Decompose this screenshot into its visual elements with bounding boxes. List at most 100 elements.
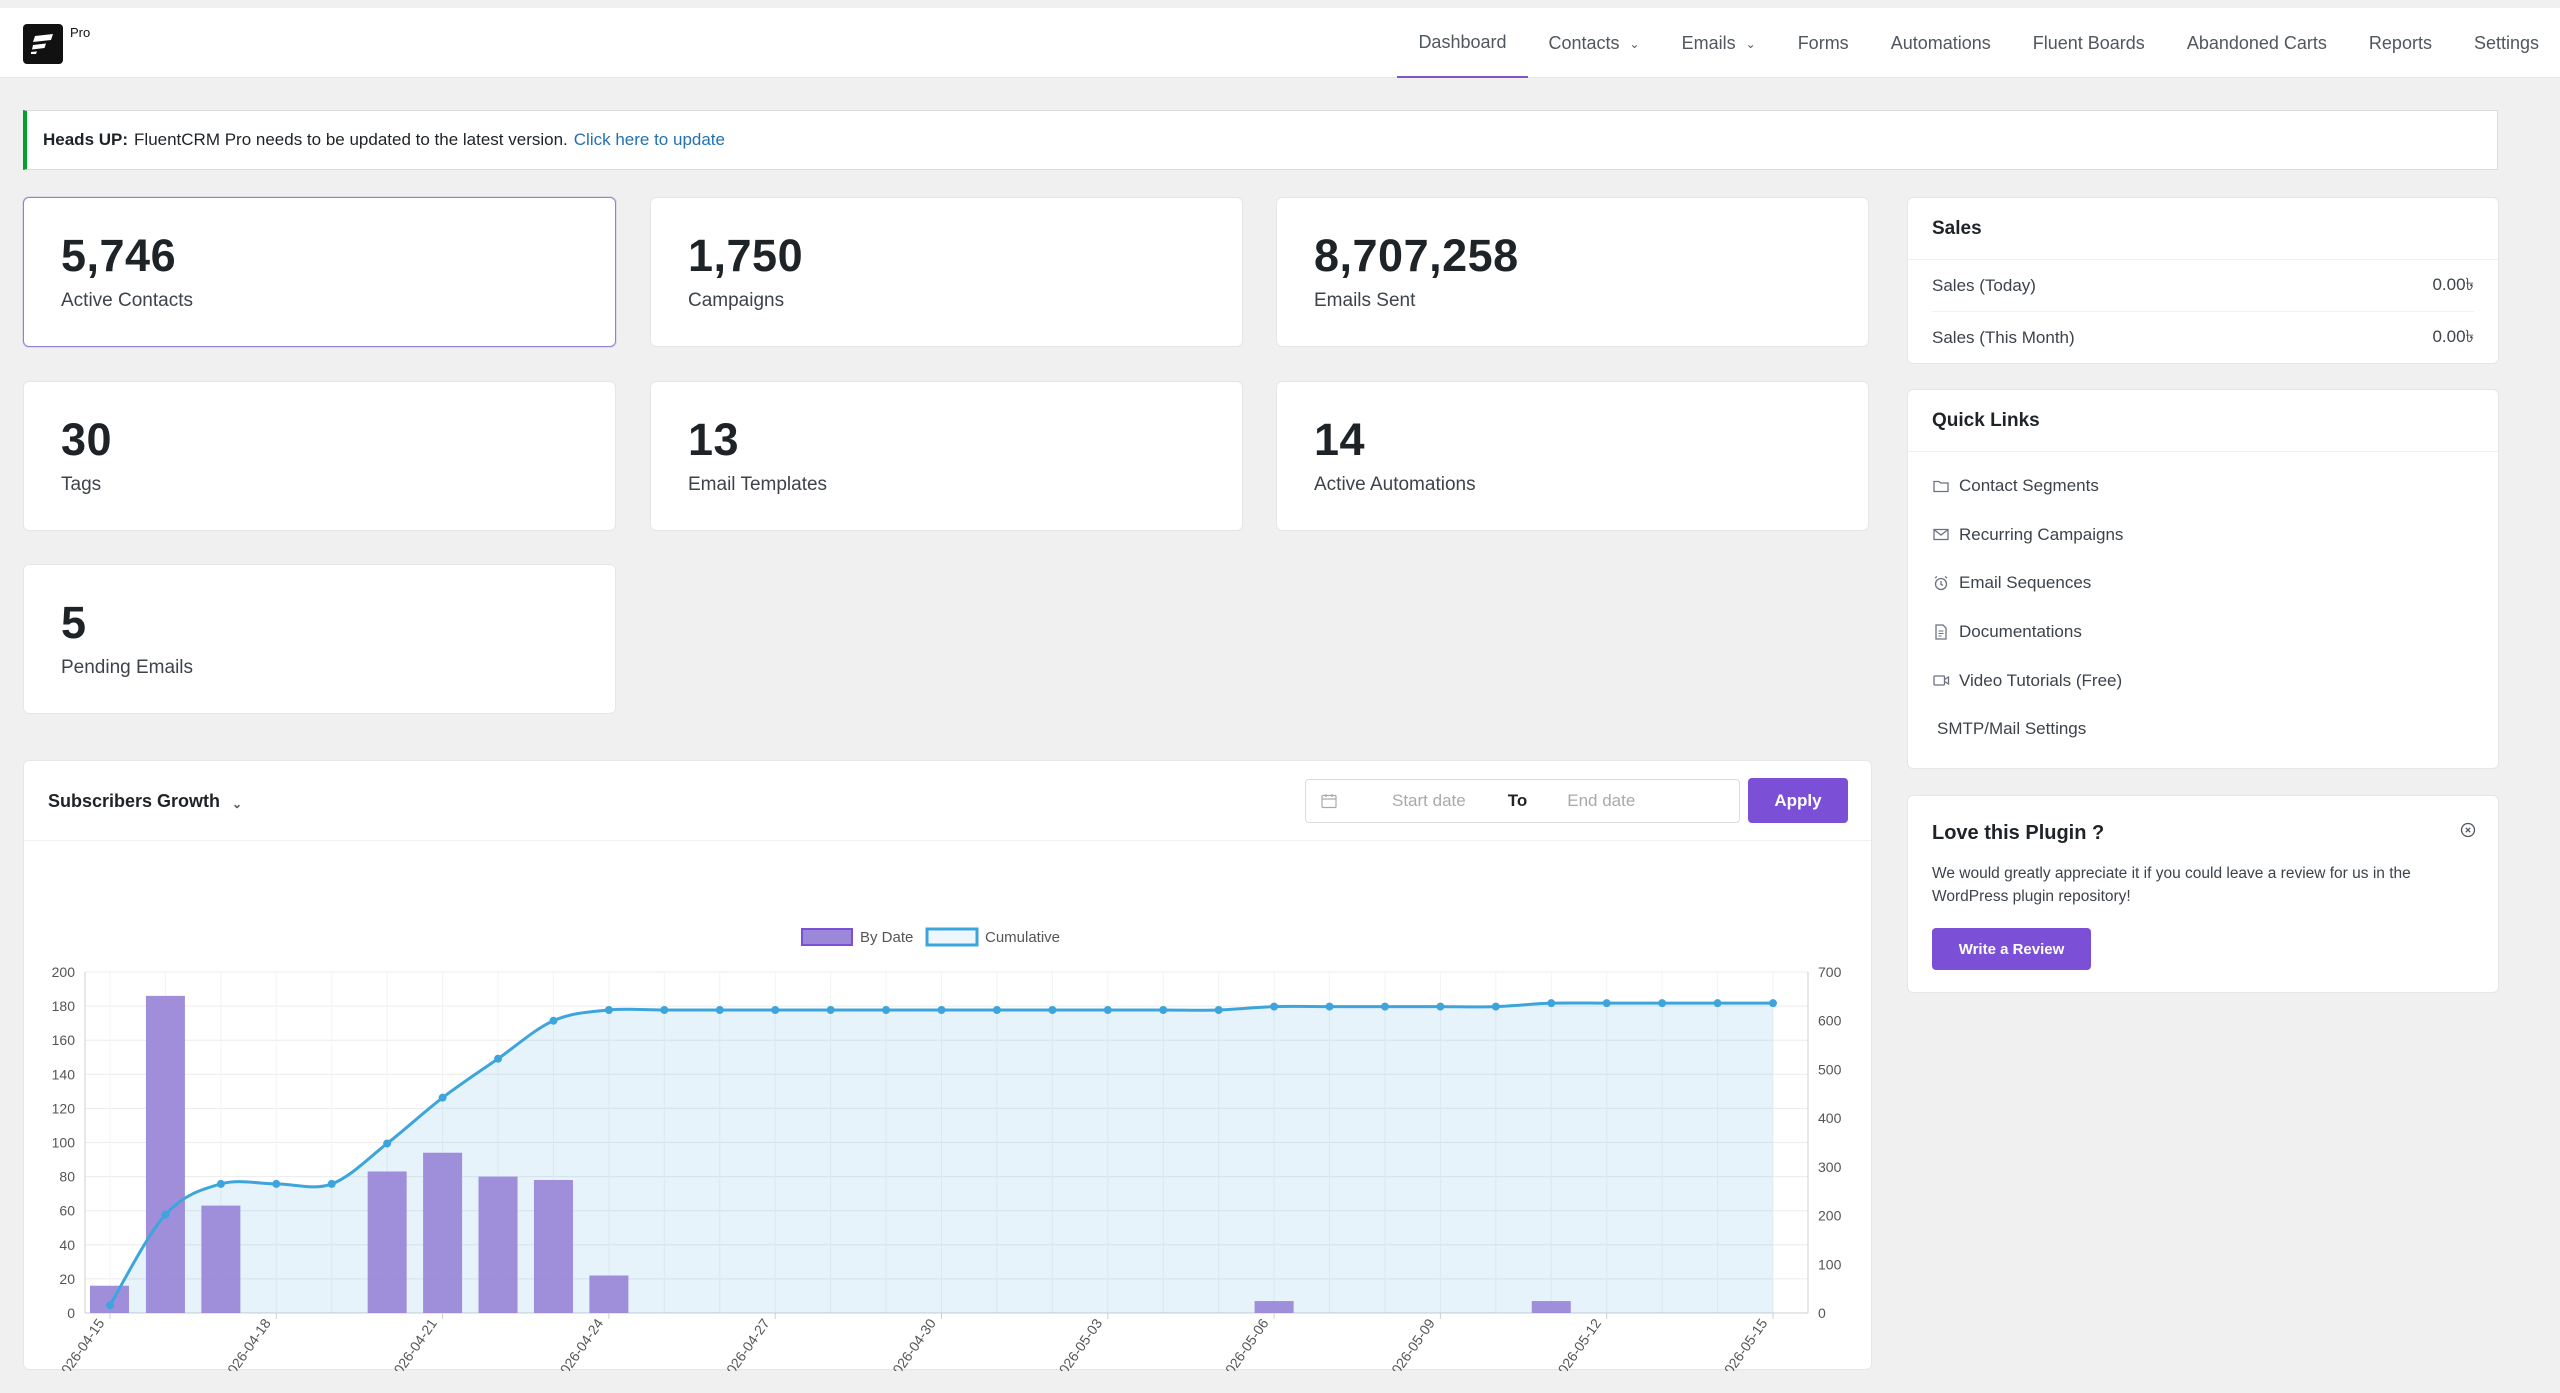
fluentcrm-logo[interactable] — [23, 24, 63, 64]
subscribers-growth-card: Subscribers Growth ⌄ Start date To End da… — [23, 760, 1872, 1371]
x-axis-tick-label: 2026-05-12 — [1550, 1315, 1604, 1371]
nav-item-label: Settings — [2473, 32, 2539, 53]
quick-link-label: Documentations — [1959, 622, 2082, 642]
nav-item-label: Dashboard — [1418, 31, 1507, 52]
nav-item-abandoned-carts[interactable]: Abandoned Carts — [2166, 8, 2348, 78]
quick-links-panel: Quick Links Contact Segments Recurring C… — [1907, 389, 2499, 769]
quick-link-recurring-campaigns[interactable]: Recurring Campaigns — [1908, 511, 2498, 560]
stat-card-campaigns[interactable]: 1,750 Campaigns — [650, 197, 1243, 347]
quick-link-smtp-settings[interactable]: SMTP/Mail Settings — [1908, 705, 2498, 754]
nav-item-label: Contacts — [1548, 32, 1620, 53]
video-icon — [1932, 672, 1950, 690]
legend-label-cumulative: Cumulative — [985, 929, 1060, 946]
cumulative-point — [604, 1005, 613, 1014]
quick-link-email-sequences[interactable]: Email Sequences — [1908, 559, 2498, 608]
sales-label: Sales (This Month) — [1932, 328, 2075, 347]
cumulative-point — [1491, 1002, 1500, 1011]
x-axis-tick-label: 2026-04-24 — [552, 1315, 606, 1371]
dismiss-icon[interactable] — [2460, 822, 2476, 838]
review-title: Love this Plugin ? — [1932, 822, 2105, 844]
legend-swatch-by-date — [801, 928, 853, 946]
nav-item-label: Abandoned Carts — [2186, 32, 2327, 53]
cumulative-point — [937, 1005, 946, 1014]
cumulative-point — [1713, 999, 1722, 1008]
stat-label: Active Contacts — [61, 290, 193, 311]
sales-label: Sales (Today) — [1932, 275, 2036, 295]
nav-item-fluent-boards[interactable]: Fluent Boards — [2012, 8, 2166, 78]
quick-link-label: Email Sequences — [1959, 573, 2092, 593]
chart-title-dropdown[interactable]: Subscribers Growth ⌄ — [48, 791, 242, 812]
sales-row-month: Sales (This Month) 0.00৳ — [1932, 312, 2474, 364]
by-date-bar — [1254, 1301, 1294, 1313]
x-axis-tick-label: 2026-04-27 — [718, 1315, 772, 1371]
cumulative-point — [1658, 999, 1667, 1008]
left-axis-tick-label: 140 — [52, 1066, 76, 1082]
cumulative-point — [882, 1005, 891, 1014]
cumulative-point — [327, 1179, 336, 1188]
left-axis-tick-label: 60 — [59, 1203, 75, 1219]
quick-link-label: Recurring Campaigns — [1959, 524, 2124, 544]
sales-row-today: Sales (Today) 0.00৳ — [1932, 260, 2474, 312]
stat-card-email-templates[interactable]: 13 Email Templates — [650, 381, 1243, 531]
cumulative-point — [1602, 999, 1611, 1008]
left-axis-tick-label: 160 — [52, 1032, 76, 1048]
stat-card-active-contacts[interactable]: 5,746 Active Contacts — [23, 197, 616, 347]
x-axis-tick-label: 2026-05-15 — [1716, 1315, 1770, 1371]
date-range-picker[interactable]: Start date To End date — [1305, 779, 1740, 823]
left-axis-tick-label: 80 — [59, 1169, 75, 1185]
chevron-down-icon: ⌄ — [1629, 37, 1640, 51]
x-axis-tick-label: 2026-04-15 — [53, 1315, 107, 1371]
right-axis-tick-label: 500 — [1818, 1061, 1842, 1077]
nav-item-contacts[interactable]: Contacts ⌄ — [1528, 8, 1661, 78]
cumulative-point — [549, 1016, 558, 1025]
x-axis-tick-label: 2026-05-03 — [1051, 1315, 1105, 1371]
cumulative-point — [771, 1005, 780, 1014]
stat-card-emails-sent[interactable]: 8,707,258 Emails Sent — [1276, 197, 1869, 347]
nav-item-settings[interactable]: Settings — [2453, 8, 2560, 78]
nav-item-label: Reports — [2368, 32, 2432, 53]
quick-link-label: Contact Segments — [1959, 476, 2099, 496]
cumulative-point — [272, 1179, 281, 1188]
quick-link-label: SMTP/Mail Settings — [1937, 719, 2087, 739]
apply-button[interactable]: Apply — [1748, 778, 1848, 823]
nav-item-emails[interactable]: Emails ⌄ — [1661, 8, 1777, 78]
nav-item-automations[interactable]: Automations — [1870, 8, 2012, 78]
cumulative-point — [216, 1179, 225, 1188]
right-axis-tick-label: 100 — [1818, 1256, 1842, 1272]
stat-value: 14 — [1314, 414, 1366, 465]
end-date-input[interactable]: End date — [1567, 791, 1636, 810]
nav-item-dashboard[interactable]: Dashboard — [1397, 8, 1528, 78]
stat-card-pending-emails[interactable]: 5 Pending Emails — [23, 564, 616, 714]
start-date-input[interactable]: Start date — [1392, 791, 1466, 810]
legend-label-by-date: By Date — [860, 929, 913, 946]
left-axis-tick-label: 120 — [52, 1100, 76, 1116]
notice-heading: Heads UP: — [43, 130, 129, 149]
stat-card-active-automations[interactable]: 14 Active Automations — [1276, 381, 1869, 531]
stat-value: 1,750 — [688, 230, 804, 281]
stat-card-tags[interactable]: 30 Tags — [23, 381, 616, 531]
quick-link-video-tutorials[interactable]: Video Tutorials (Free) — [1908, 656, 2498, 705]
write-review-button[interactable]: Write a Review — [1932, 928, 2091, 970]
quick-link-contact-segments[interactable]: Contact Segments — [1908, 462, 2498, 511]
right-axis-tick-label: 0 — [1818, 1305, 1826, 1321]
cumulative-point — [1159, 1005, 1168, 1014]
nav-item-reports[interactable]: Reports — [2348, 8, 2453, 78]
sales-value: 0.00৳ — [2432, 327, 2474, 346]
by-date-bar — [1531, 1301, 1571, 1313]
cumulative-point — [494, 1054, 503, 1063]
quick-link-documentations[interactable]: Documentations — [1908, 608, 2498, 657]
mail-icon — [1932, 526, 1950, 544]
stat-value: 5 — [61, 597, 87, 648]
nav-item-forms[interactable]: Forms — [1777, 8, 1870, 78]
nav-item-label: Emails — [1681, 32, 1736, 53]
pro-badge: Pro — [70, 25, 91, 40]
cumulative-point — [992, 1005, 1001, 1014]
left-axis-tick-label: 100 — [52, 1135, 76, 1151]
x-axis-tick-label: 2026-04-18 — [220, 1315, 274, 1371]
nav-item-label: Automations — [1890, 32, 1991, 53]
update-link[interactable]: Click here to update — [573, 130, 725, 149]
left-axis-tick-label: 180 — [52, 998, 76, 1014]
by-date-bar — [533, 1180, 573, 1313]
cumulative-point — [383, 1139, 392, 1148]
cumulative-point — [1325, 1002, 1334, 1011]
